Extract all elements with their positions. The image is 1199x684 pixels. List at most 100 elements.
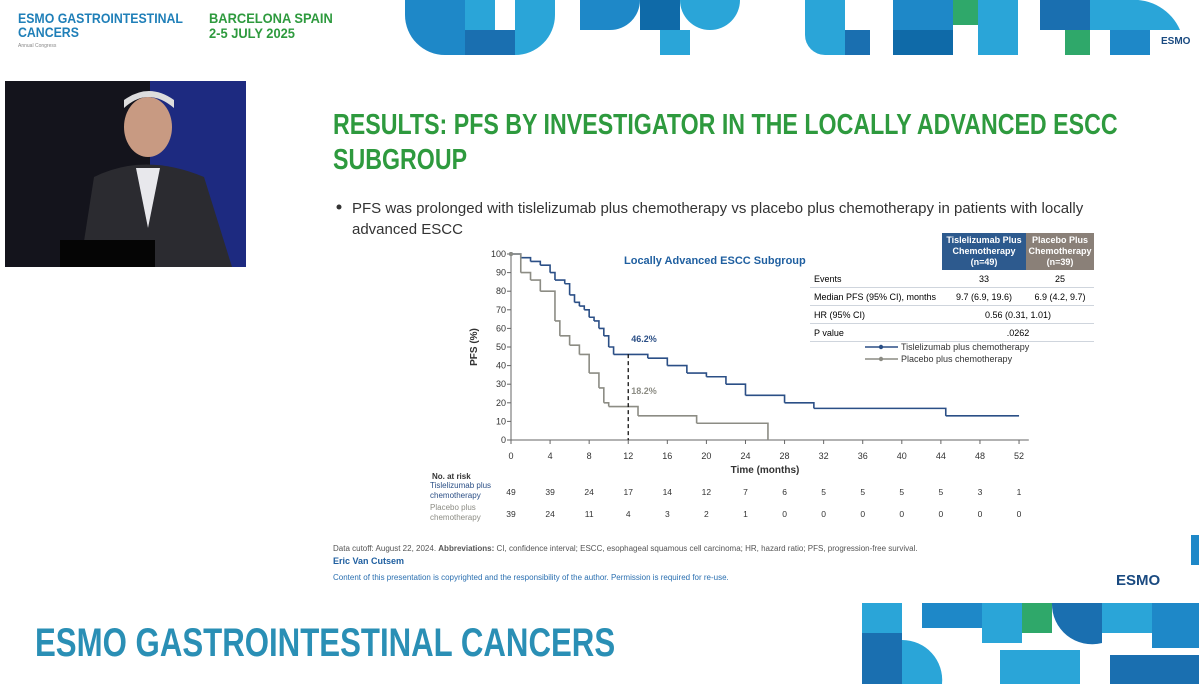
- tile: [893, 30, 953, 55]
- km-step: [696, 422, 769, 440]
- risk-value: 3: [978, 487, 983, 497]
- risk-value: 39: [545, 487, 555, 497]
- km-step: [564, 282, 571, 295]
- row-label: Events: [810, 270, 942, 288]
- risk-value: 0: [939, 509, 944, 519]
- row-label: HR (95% CI): [810, 305, 942, 324]
- x-tick-label: 36: [858, 451, 868, 461]
- risk-value: 0: [782, 509, 787, 519]
- x-tick-label: 8: [587, 451, 592, 461]
- x-axis-label: Time (months): [731, 465, 800, 476]
- table-row: Median PFS (95% CI), months 9.7 (6.9, 19.…: [810, 287, 1094, 306]
- presenter-hair: [124, 91, 174, 108]
- km-step: [603, 335, 610, 347]
- tile: [515, 0, 555, 55]
- tile: [465, 0, 495, 30]
- congress-sub: Annual Congress: [18, 43, 57, 49]
- slide-title: RESULTS: PFS BY INVESTIGATOR IN THE LOCA…: [333, 109, 1118, 176]
- table-row: HR (95% CI) 0.56 (0.31, 1.01): [810, 305, 1094, 324]
- y-tick-label: 40: [496, 361, 506, 371]
- table-cell: 25: [1026, 270, 1094, 288]
- annotation: 18.2%: [631, 386, 657, 396]
- column-header: Tislelizumab Plus Chemotherapy (n=49): [942, 233, 1026, 270]
- risk-title: No. at risk: [432, 472, 471, 481]
- x-tick-label: 24: [740, 451, 750, 461]
- column-header: Placebo Plus Chemotherapy (n=39): [1026, 233, 1094, 270]
- risk-value: 39: [506, 509, 516, 519]
- km-step: [745, 394, 786, 403]
- congress-name: ESMO GASTROINTESTINAL CANCERS: [18, 11, 183, 39]
- risk-value: 1: [743, 509, 748, 519]
- copyright: Content of this presentation is copyrigh…: [333, 573, 729, 582]
- risk-value: 12: [702, 487, 712, 497]
- tile: [1102, 603, 1152, 633]
- km-step: [608, 405, 639, 416]
- venue-city: BARCELONA SPAIN: [209, 10, 333, 26]
- km-step: [559, 335, 571, 346]
- km-step: [530, 260, 542, 266]
- y-tick-label: 60: [496, 323, 506, 333]
- risk-row-label: Placebo plus chemotherapy: [430, 503, 481, 522]
- table-cell: 33: [942, 270, 1026, 288]
- tile: [580, 0, 640, 30]
- venue-dates: 2-5 JULY 2025: [209, 25, 295, 41]
- y-tick-label: 90: [496, 268, 506, 278]
- risk-value: 5: [860, 487, 865, 497]
- bullet-text: PFS was prolonged with tislelizumab plus…: [352, 200, 1084, 238]
- risk-value: 5: [821, 487, 826, 497]
- km-step: [540, 264, 551, 273]
- km-step: [589, 316, 595, 321]
- esmo-logo: ESMO: [1116, 572, 1161, 589]
- table-header: Tislelizumab Plus Chemotherapy (n=49) Place…: [810, 233, 1094, 270]
- presenter-head: [124, 97, 172, 157]
- km-step: [667, 364, 688, 374]
- presenter-shirt: [136, 168, 160, 228]
- abbrev-text: CI, confidence interval; ESCC, esophagea…: [496, 544, 918, 553]
- y-tick-label: 80: [496, 286, 506, 296]
- km-step: [579, 305, 586, 310]
- km-step: [813, 407, 947, 416]
- x-tick-label: 44: [936, 451, 946, 461]
- row-label: P value: [810, 323, 942, 342]
- tile: [922, 603, 982, 628]
- km-step: [569, 294, 576, 303]
- x-tick-label: 52: [1014, 451, 1024, 461]
- risk-value: 17: [624, 487, 634, 497]
- x-tick-label: 40: [897, 451, 907, 461]
- presenter-video: [5, 81, 246, 267]
- legend-label: Placebo plus chemotherapy: [901, 354, 1013, 364]
- tile: [1051, 603, 1102, 645]
- tile: [1065, 30, 1090, 55]
- y-tick-label: 50: [496, 342, 506, 352]
- row-label: Median PFS (95% CI), months: [810, 287, 942, 306]
- header-line: Chemotherapy: [1028, 246, 1092, 256]
- km-step: [520, 271, 532, 281]
- tile: [1000, 650, 1080, 684]
- venue: BARCELONA SPAIN 2-5 JULY 2025: [209, 11, 333, 41]
- x-tick-label: 32: [819, 451, 829, 461]
- tile: [660, 30, 690, 55]
- km-step: [594, 320, 600, 329]
- x-tick-label: 12: [623, 451, 633, 461]
- edge-bar: [1191, 535, 1199, 565]
- risk-value: 24: [545, 509, 555, 519]
- tile: [893, 0, 953, 30]
- km-step: [550, 271, 556, 281]
- risk-value: 14: [663, 487, 673, 497]
- km-step: [579, 353, 590, 374]
- tile: [1022, 603, 1052, 633]
- km-step: [540, 290, 556, 321]
- risk-value: 4: [626, 509, 631, 519]
- top-tiles: [405, 0, 1180, 55]
- footnote: Data cutoff: August 22, 2024. Abbreviati…: [333, 544, 918, 553]
- tile: [1040, 0, 1090, 30]
- risk-row-label: Tislelizumab plus chemotherapy: [430, 481, 491, 500]
- header-line: (n=39): [1046, 257, 1074, 267]
- legend-dot: [878, 356, 884, 362]
- header-blank: [810, 233, 942, 270]
- km-step: [530, 279, 542, 292]
- km-curve: [509, 252, 769, 440]
- tile: [902, 639, 943, 684]
- tile: [845, 30, 870, 55]
